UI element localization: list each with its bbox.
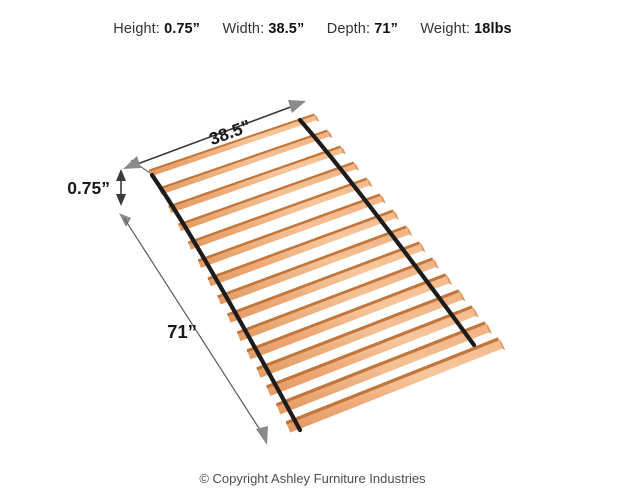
slat-end-cap — [484, 321, 493, 334]
strap-right — [297, 117, 477, 348]
spec-value-width: 38.5” — [268, 21, 305, 37]
dimension-depth: 71” — [119, 213, 268, 445]
slat — [168, 145, 346, 213]
strap-left — [149, 172, 303, 433]
dimension-width: 38.5” — [123, 100, 306, 174]
slat-end-cap — [418, 241, 426, 253]
slat-top-face — [178, 161, 356, 232]
slat-top-face — [207, 209, 396, 287]
slat-end-cap — [366, 177, 373, 188]
slat-top-face — [197, 193, 383, 268]
slat — [246, 273, 453, 360]
slat-top-face — [256, 289, 463, 378]
slat — [217, 225, 413, 305]
slat-front-edge — [187, 177, 367, 244]
strap-group — [149, 117, 477, 433]
slat-end-cap — [445, 273, 453, 286]
slat-top-face — [285, 337, 503, 433]
width-arrow-head-right — [288, 100, 306, 113]
specification-bar: Height: 0.75” Width: 38.5” Depth: 71” We… — [0, 20, 625, 38]
slat-front-edge — [275, 321, 486, 407]
product-diagram: 38.5” 0.75” 71” — [0, 55, 625, 455]
slat-end-cap — [327, 129, 333, 139]
slat — [227, 241, 426, 323]
width-arrow-head-left — [123, 156, 141, 169]
spec-value-weight: 18lbs — [474, 21, 512, 37]
slat-front-edge — [178, 161, 354, 226]
slat-front-edge — [197, 193, 381, 263]
slat-top-face — [275, 321, 489, 415]
depth-dimension-label: 71” — [167, 321, 197, 342]
slat-end-cap — [313, 113, 320, 122]
slat-front-edge — [227, 241, 420, 317]
spec-label-weight: Weight: — [420, 21, 470, 37]
slat-front-edge — [148, 113, 315, 172]
slat-front-edge — [158, 129, 328, 190]
slat-top-face — [246, 273, 450, 360]
slat-top-face — [266, 305, 476, 397]
slat — [236, 257, 439, 342]
slat-top-face — [158, 129, 330, 195]
spec-label-width: Width: — [222, 21, 265, 37]
slat-end-cap — [353, 161, 360, 171]
spec-item-depth: Depth: 71” — [327, 21, 398, 37]
spec-label-depth: Depth: — [326, 21, 371, 37]
slat-end-cap — [405, 225, 413, 237]
slat-top-face — [227, 241, 423, 323]
slat-front-edge — [256, 289, 459, 371]
slat-front-edge — [285, 337, 499, 425]
dimension-height: 0.75” — [67, 169, 126, 206]
copyright-notice: © Copyright Ashley Furniture Industries — [199, 471, 426, 486]
slat-top-face — [148, 113, 317, 177]
depth-dimension-line — [123, 217, 263, 434]
height-arrow-head-bottom — [116, 194, 126, 206]
height-arrow-head-top — [116, 169, 126, 181]
spec-item-width: Width: 38.5” — [223, 21, 305, 37]
slat-group — [148, 113, 506, 433]
slat — [207, 209, 400, 287]
slat — [178, 161, 360, 232]
width-dimension-line — [131, 104, 297, 167]
slat — [285, 337, 506, 433]
spec-item-weight: Weight: 18lbs — [420, 21, 511, 37]
depth-arrow-head-bottom — [256, 426, 268, 445]
spec-item-height: Height: 0.75” — [113, 21, 200, 37]
slat-front-edge — [236, 257, 433, 335]
slat-top-face — [168, 145, 343, 213]
slat-top-face — [236, 257, 436, 342]
slat — [275, 321, 493, 415]
slat — [158, 129, 333, 195]
height-dimension-label: 0.75” — [67, 178, 110, 198]
slat — [187, 177, 373, 250]
slat — [266, 305, 479, 397]
slat-front-edge — [217, 225, 407, 299]
slat-end-cap — [471, 305, 479, 318]
slat — [148, 113, 320, 177]
slat-end-cap — [379, 193, 386, 204]
slat-front-edge — [168, 145, 341, 208]
slat-end-cap — [392, 209, 400, 220]
slat — [256, 289, 466, 378]
roll-slat-illustration: 38.5” 0.75” 71” — [67, 100, 506, 445]
slat-end-cap — [432, 257, 439, 269]
slat-top-face — [187, 177, 370, 250]
spec-value-height: 0.75” — [164, 21, 201, 37]
spec-value-depth: 71” — [374, 21, 398, 37]
slat-end-cap — [340, 145, 346, 155]
slat-front-edge — [207, 209, 394, 281]
slat — [197, 193, 386, 268]
spec-label-height: Height: — [113, 21, 160, 37]
slat-end-cap — [458, 289, 466, 302]
slat-top-face — [217, 225, 410, 305]
slat-end-cap — [497, 337, 506, 351]
slat-front-edge — [266, 305, 473, 389]
slat-front-edge — [246, 273, 446, 353]
